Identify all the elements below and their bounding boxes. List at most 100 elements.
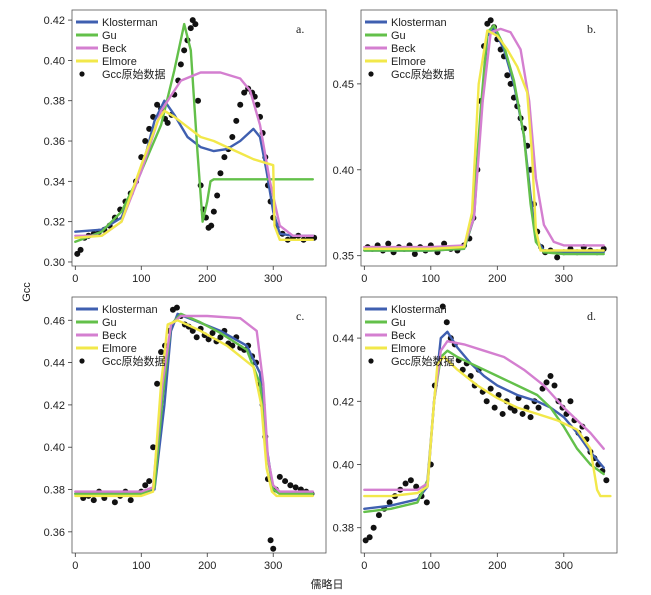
raw-data-point [366, 534, 373, 541]
legend-swatch-raw [368, 358, 374, 364]
series-line-beck [363, 340, 605, 491]
x-tick-label: 200 [488, 560, 506, 572]
raw-data-point [187, 25, 194, 32]
legend-label: Beck [102, 43, 127, 55]
raw-data-point [177, 61, 184, 68]
panel-label: a. [296, 22, 304, 36]
x-tick-label: 0 [72, 560, 78, 572]
data-layer [74, 17, 318, 257]
raw-data-point [146, 125, 153, 132]
series-line-elmore [363, 29, 605, 252]
panel-d: 0 100 200 300 0.38 0.40 0.42 0.44 KlostermanGuBe… [333, 296, 618, 572]
data-layer [363, 17, 607, 261]
raw-data-point [111, 499, 118, 506]
raw-data-point [287, 482, 294, 489]
legend-label: Gcc原始数据 [102, 354, 166, 368]
panel-label: b. [587, 22, 596, 36]
y-tick-label: 0.38 [44, 485, 65, 497]
raw-data-point [74, 250, 81, 257]
panel-c: 0 100 200 300 0.36 0.38 0.40 0.42 0.44 0.46 Kloste… [44, 296, 327, 572]
raw-data-point [519, 410, 526, 417]
legend-swatch-raw [368, 71, 374, 77]
y-tick-label: 0.36 [44, 527, 65, 539]
y-tick-label: 0.35 [333, 251, 354, 263]
raw-data-point [487, 385, 494, 392]
x-tick-label: 300 [264, 273, 282, 285]
raw-data-point [292, 484, 299, 491]
y-tick-label: 0.46 [44, 315, 65, 327]
raw-data-point [229, 133, 236, 140]
raw-data-point [241, 89, 248, 96]
raw-data-point [535, 404, 542, 411]
y-tick-label: 0.44 [44, 358, 65, 370]
legend-label: Gcc原始数据 [102, 67, 166, 81]
x-tick-label: 300 [264, 560, 282, 572]
panel-label: d. [587, 309, 596, 323]
raw-data-point [487, 17, 494, 24]
raw-data-point [90, 497, 97, 504]
y-tick-label: 0.45 [333, 79, 354, 91]
y-tick-label: 0.42 [44, 400, 65, 412]
raw-data-point [543, 379, 550, 386]
x-tick-label: 0 [361, 273, 367, 285]
raw-data-point [511, 407, 518, 414]
raw-data-point [173, 304, 180, 311]
raw-data-point [154, 101, 161, 108]
raw-data-point [214, 192, 221, 199]
plot-frame [360, 296, 618, 554]
legend-label: Gu [391, 317, 406, 329]
raw-data-point [154, 380, 161, 387]
raw-data-point [411, 250, 418, 257]
raw-data-point [547, 373, 554, 380]
raw-data-point [459, 366, 466, 373]
raw-data-point [233, 117, 240, 124]
x-axis-label: 儒略日 [311, 577, 344, 591]
x-tick-label: 200 [198, 273, 216, 285]
legend-label: Klosterman [102, 17, 158, 29]
legend-label: Gu [102, 317, 117, 329]
y-tick-label: 0.36 [44, 136, 65, 148]
raw-data-point [370, 524, 377, 531]
data-layer [74, 304, 315, 552]
raw-data-point [483, 398, 490, 405]
raw-data-point [527, 414, 534, 421]
panel-b: 0 100 200 300 0.35 0.40 0.45 KlostermanGuBeckEl… [333, 9, 618, 285]
panel-label: c. [296, 309, 304, 323]
legend-label: Gu [102, 30, 117, 42]
x-tick-label: 200 [488, 273, 506, 285]
x-tick-label: 100 [132, 273, 150, 285]
legend-swatch-raw [79, 71, 85, 77]
raw-data-point [270, 545, 277, 552]
plot-frame [71, 296, 327, 554]
y-tick-label: 0.40 [44, 442, 65, 454]
x-tick-label: 100 [422, 560, 440, 572]
raw-data-point [443, 319, 450, 326]
raw-data-point [385, 240, 392, 247]
raw-data-point [142, 138, 149, 145]
legend-swatch-raw [79, 358, 85, 364]
raw-data-point [402, 480, 409, 487]
raw-data-point [267, 537, 274, 544]
raw-data-point [551, 382, 558, 389]
raw-data-point [221, 154, 228, 161]
raw-data-point [603, 477, 610, 484]
raw-data-point [499, 410, 506, 417]
legend-label: Gu [391, 30, 406, 42]
y-tick-label: 0.40 [44, 55, 65, 67]
x-tick-label: 300 [555, 273, 573, 285]
raw-data-point [567, 398, 574, 405]
raw-data-point [229, 342, 236, 349]
y-tick-label: 0.40 [333, 460, 354, 472]
legend-label: Elmore [391, 343, 426, 355]
x-tick-label: 100 [132, 560, 150, 572]
raw-data-point [142, 482, 149, 489]
raw-data-point [217, 334, 224, 341]
raw-data-point [208, 222, 215, 229]
y-tick-label: 0.40 [333, 165, 354, 177]
raw-data-point [407, 477, 414, 484]
legend-label: Beck [391, 330, 416, 342]
raw-data-point [375, 512, 382, 519]
x-tick-label: 0 [72, 273, 78, 285]
legend-label: Beck [102, 330, 127, 342]
